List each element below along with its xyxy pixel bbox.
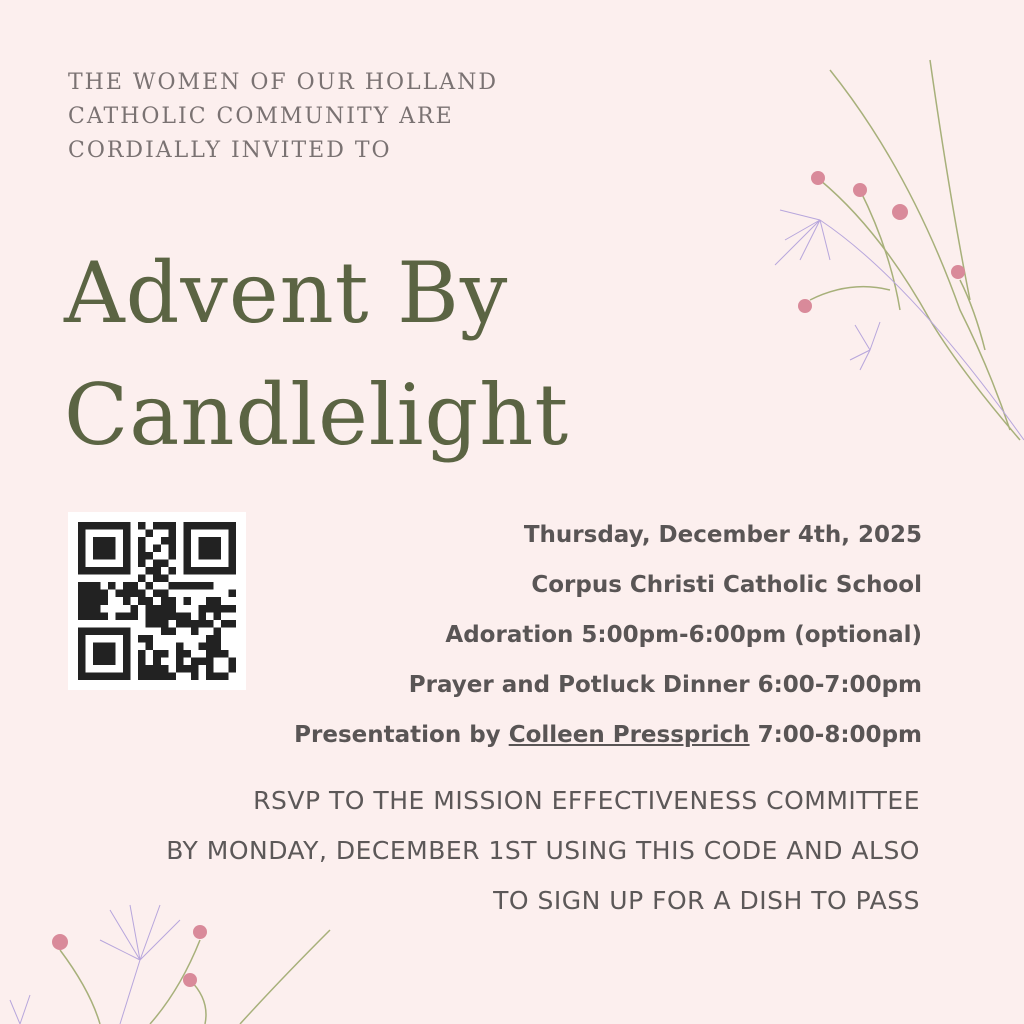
- intro-text: THE WOMEN OF OUR HOLLAND CATHOLIC COMMUN…: [68, 66, 498, 168]
- wildflower-decoration-top-right: [774, 59, 1024, 441]
- rsvp-qr-code[interactable]: [68, 512, 246, 690]
- intro-line: THE WOMEN OF OUR HOLLAND: [68, 70, 499, 95]
- rsvp-text: RSVP TO THE MISSION EFFECTIVENESS COMMIT…: [166, 776, 920, 926]
- event-details: Thursday, December 4th, 2025 Corpus Chri…: [294, 510, 922, 760]
- event-location: Corpus Christi Catholic School: [531, 572, 922, 598]
- rsvp-line: RSVP TO THE MISSION EFFECTIVENESS COMMIT…: [253, 786, 920, 815]
- dinner-time: Prayer and Potluck Dinner 6:00-7:00pm: [408, 672, 922, 698]
- title-line: Candlelight: [64, 366, 570, 464]
- intro-line: CORDIALLY INVITED TO: [68, 138, 392, 163]
- event-date: Thursday, December 4th, 2025: [523, 522, 922, 548]
- rsvp-line: TO SIGN UP FOR A DISH TO PASS: [493, 886, 920, 915]
- qr-code-icon: [78, 522, 236, 680]
- event-title: Advent By Candlelight: [64, 232, 569, 476]
- adoration-time: Adoration 5:00pm-6:00pm (optional): [445, 622, 922, 648]
- wildflower-decoration-bottom-left: [9, 904, 331, 1024]
- intro-line: CATHOLIC COMMUNITY ARE: [68, 104, 454, 129]
- presentation-prefix: Presentation by: [294, 722, 509, 748]
- title-line: Advent By: [64, 244, 509, 342]
- presentation-line: Presentation by Colleen Pressprich 7:00-…: [294, 710, 922, 760]
- rsvp-line: BY MONDAY, DECEMBER 1ST USING THIS CODE …: [166, 836, 920, 865]
- presenter-link[interactable]: Colleen Pressprich: [508, 722, 750, 748]
- presentation-time: 7:00-8:00pm: [749, 722, 922, 748]
